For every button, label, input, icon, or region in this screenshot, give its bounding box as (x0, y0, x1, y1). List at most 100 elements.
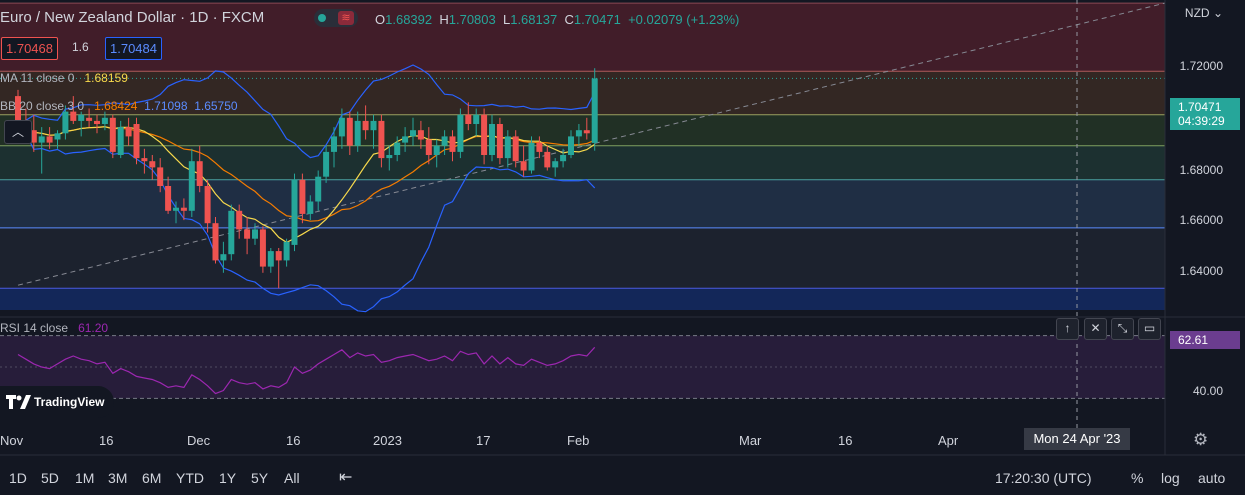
range-1m[interactable]: 1M (75, 470, 95, 486)
candle-body (315, 176, 322, 202)
chevron-down-icon: ⌄ (1212, 6, 1223, 20)
rsi-tick-40: 40.00 (1192, 384, 1223, 398)
candle-body (165, 186, 172, 211)
arrow-up-icon: ↑ (1064, 321, 1071, 335)
low-value: 1.68137 (510, 12, 558, 27)
candle-body (180, 207, 187, 211)
bb-legend[interactable]: BB 20 close 3 0 1.68424 1.71098 1.65750 (0, 99, 238, 113)
high-value: 1.70803 (448, 12, 496, 27)
y-tick-3: 1.66000 (1179, 213, 1223, 227)
y-tick-2: 1.68000 (1179, 163, 1223, 177)
close-value: 1.70471 (573, 12, 621, 27)
auto-toggle[interactable]: auto (1198, 470, 1226, 486)
maximize-pane-button[interactable]: ▭ (1138, 318, 1161, 340)
x-label: Dec (187, 433, 211, 448)
x-label: Feb (567, 433, 590, 448)
candle-body (267, 251, 274, 267)
candle-body (575, 130, 582, 137)
x-label: Mar (739, 433, 762, 448)
range-5d[interactable]: 5D (41, 470, 59, 486)
candle-body (149, 161, 156, 168)
range-1y[interactable]: 1Y (219, 470, 237, 486)
candle-body (496, 124, 503, 159)
candle-body (117, 127, 124, 155)
fib-band (0, 114, 1165, 146)
y-tick-0: 1.72000 (1179, 59, 1223, 73)
range-5y[interactable]: 5Y (251, 470, 269, 486)
candle-body (157, 167, 164, 186)
log-toggle[interactable]: log (1161, 470, 1180, 486)
clock-time[interactable]: 17:20:30 (UTC) (995, 470, 1092, 486)
candle-body (552, 161, 559, 168)
range-1d[interactable]: 1D (9, 470, 27, 486)
candle-body (38, 136, 45, 143)
bb-lower-line (17, 123, 596, 313)
fib-band (0, 3, 1165, 72)
sell-button[interactable]: 1.70468 (1, 37, 58, 60)
range-6m[interactable]: 6M (142, 470, 162, 486)
candle-body (544, 151, 551, 168)
candle-body (394, 142, 401, 155)
candle-body (362, 120, 369, 131)
tradingview-icon (6, 395, 31, 409)
gear-icon[interactable]: ⚙ (1193, 430, 1209, 449)
candle-body (70, 111, 77, 121)
candle-body (299, 179, 306, 214)
candle-body (338, 117, 345, 137)
candle-body (133, 124, 140, 159)
candle-body (457, 114, 464, 152)
current-price-label: 1.70471 04:39:29 (1170, 98, 1240, 130)
candle-body (568, 136, 574, 155)
wave-icon: ≋ (338, 11, 354, 25)
candle-body (109, 117, 116, 152)
candle-body (244, 229, 251, 239)
close-pane-button[interactable]: ✕ (1084, 318, 1107, 340)
fib-band (0, 288, 1165, 310)
move-pane-up-button[interactable]: ↑ (1056, 318, 1079, 340)
candle-body (583, 130, 590, 134)
collapse-legend-button[interactable]: ︿ (4, 120, 32, 144)
range-all[interactable]: All (284, 470, 300, 486)
rsi-legend[interactable]: RSI 14 close 61.20 (0, 321, 109, 335)
candle-body (323, 151, 330, 177)
market-status-toggle[interactable]: ≋ (314, 9, 358, 27)
candle-body (410, 130, 416, 137)
collapse-pane-button[interactable]: ⤡ (1111, 318, 1134, 340)
candle-body (520, 161, 527, 171)
candle-body (307, 201, 314, 214)
candle-body (196, 161, 203, 186)
candle-body (228, 210, 235, 255)
candle-body (86, 117, 93, 121)
candle-body (15, 96, 21, 124)
x-label: 2023 (373, 433, 402, 448)
change-value: +0.02079 (+1.23%) (628, 12, 740, 27)
candle-body (54, 133, 61, 140)
trendline (17, 2, 1166, 286)
candle-body (465, 114, 472, 124)
buy-button[interactable]: 1.70484 (105, 37, 162, 60)
candle-body (220, 254, 227, 261)
range-ytd[interactable]: YTD (176, 470, 204, 486)
range-3m[interactable]: 3M (108, 470, 128, 486)
tradingview-logo[interactable]: TradingView (0, 386, 114, 418)
maximize-icon: ▭ (1143, 321, 1156, 335)
candle-body (433, 145, 440, 155)
symbol-title[interactable]: Euro / New Zealand Dollar · 1D · FXCM (0, 9, 265, 26)
collapse-icon: ⤡ (1117, 321, 1128, 335)
candle-body (481, 114, 488, 155)
x-label: 16 (838, 433, 853, 448)
x-label: Apr (938, 433, 959, 448)
candle-body (283, 241, 290, 261)
ma-legend[interactable]: MA 11 close 0 1.68159 (0, 71, 128, 85)
candle-body (94, 120, 100, 124)
candle-body (346, 117, 353, 146)
currency-selector[interactable]: NZD ⌄ (1184, 6, 1223, 20)
candle-body (291, 179, 298, 245)
date-range-icon[interactable]: ⇤ (339, 469, 353, 486)
candle-body (441, 136, 448, 146)
candle-body (275, 251, 282, 261)
open-value: 1.68392 (385, 12, 433, 27)
candle-body (528, 142, 535, 171)
percent-toggle[interactable]: % (1131, 470, 1144, 486)
